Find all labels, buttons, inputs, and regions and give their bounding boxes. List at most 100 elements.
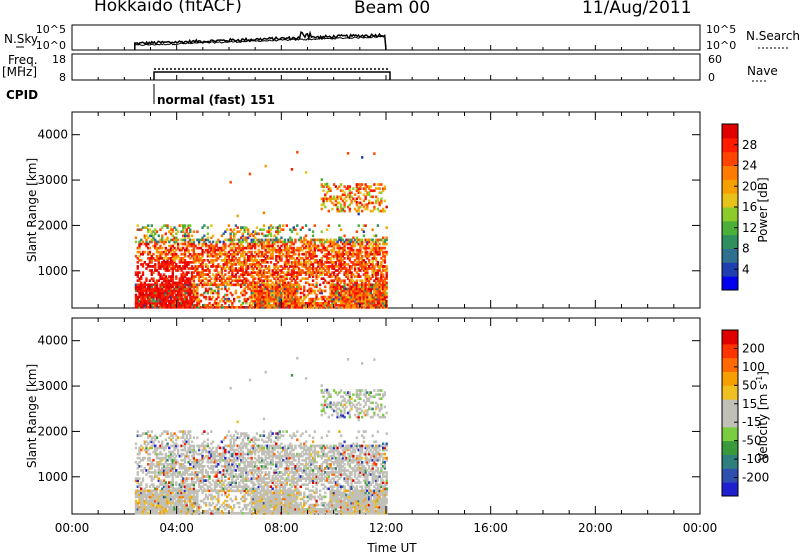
range-cell [233, 252, 236, 256]
range-cell [315, 267, 318, 270]
range-cell [206, 291, 210, 295]
range-cell [168, 257, 171, 260]
range-cell [204, 265, 208, 268]
range-cell [166, 297, 169, 301]
range-cell [254, 271, 257, 274]
range-cell [171, 248, 174, 252]
range-cell [150, 501, 153, 505]
range-cell [280, 254, 283, 258]
range-cell [169, 275, 173, 278]
range-cell [248, 259, 252, 262]
range-cell [197, 242, 201, 246]
range-cell [147, 463, 150, 466]
range-cell [161, 509, 164, 513]
range-cell [162, 479, 166, 482]
range-cell [196, 295, 199, 299]
range-cell [278, 254, 281, 258]
range-cell [199, 465, 203, 468]
range-cell [154, 287, 157, 291]
range-cell [336, 303, 339, 307]
range-cell [208, 271, 211, 274]
range-cell [382, 254, 385, 258]
range-cell [282, 248, 285, 252]
freq-unit-label: [MHz] [2, 65, 38, 79]
range-cell [206, 283, 210, 287]
range-cell [373, 205, 376, 209]
range-cell [210, 277, 213, 281]
range-cell [154, 301, 157, 305]
range-cell [134, 499, 138, 503]
range-cell [154, 487, 157, 491]
range-cell [162, 505, 166, 509]
range-cell [197, 483, 201, 487]
range-cell [234, 289, 238, 293]
range-cell [353, 275, 357, 278]
range-cell [155, 259, 159, 262]
range-cell [154, 446, 157, 450]
range-cell [376, 271, 380, 274]
range-cell [346, 277, 350, 281]
range-cell [204, 277, 208, 281]
range-cell [215, 248, 218, 252]
range-cell [289, 291, 292, 295]
range-cell [318, 238, 322, 242]
range-cell [382, 242, 385, 246]
range-cell [155, 491, 159, 495]
range-cell [175, 481, 178, 484]
range-cell [287, 259, 290, 262]
range-cell [283, 287, 287, 291]
range-cell [320, 257, 323, 260]
range-cell [215, 454, 218, 458]
range-cell [161, 507, 164, 511]
range-cell [140, 277, 143, 281]
range-cell [157, 507, 160, 511]
range-cell [362, 265, 366, 268]
range-cell [171, 230, 174, 234]
range-cell [325, 191, 329, 195]
range-cell [196, 436, 199, 440]
range-cell [140, 297, 143, 301]
range-cell [171, 444, 174, 448]
range-cell [136, 512, 139, 515]
range-cell [366, 267, 369, 270]
range-cell [329, 244, 332, 248]
range-cell [196, 293, 199, 297]
range-cell [382, 236, 385, 240]
range-cell [224, 267, 227, 270]
range-cell [375, 252, 378, 256]
range-cell [320, 297, 323, 301]
range-cell [231, 475, 234, 478]
range-cell [383, 254, 387, 258]
range-cell [373, 289, 376, 293]
range-cell [310, 263, 313, 266]
range-cell [243, 283, 246, 287]
range-cell [183, 281, 187, 285]
range-cell [373, 303, 376, 307]
range-cell [310, 242, 313, 246]
range-cell [199, 487, 203, 491]
range-cell [271, 289, 274, 293]
range-cell [361, 244, 364, 248]
range-cell [324, 183, 327, 186]
range-cell [138, 491, 141, 495]
range-cell [180, 275, 183, 278]
range-cell [315, 244, 318, 248]
range-cell [289, 283, 292, 287]
range-cell [192, 295, 196, 299]
range-cell [169, 285, 173, 289]
range-cell [332, 246, 336, 250]
range-cell [304, 263, 308, 266]
range-cell [210, 297, 213, 301]
range-cell [175, 232, 178, 236]
range-cell [182, 458, 185, 462]
range-cell [290, 293, 294, 297]
range-cell [164, 240, 167, 244]
range-cell [140, 281, 143, 285]
range-cell [169, 438, 173, 442]
range-cell [278, 238, 281, 242]
range-cell [204, 263, 208, 266]
range-cell [211, 460, 215, 464]
range-cell [339, 293, 343, 297]
range-cell [364, 252, 367, 256]
range-cell [357, 261, 360, 264]
